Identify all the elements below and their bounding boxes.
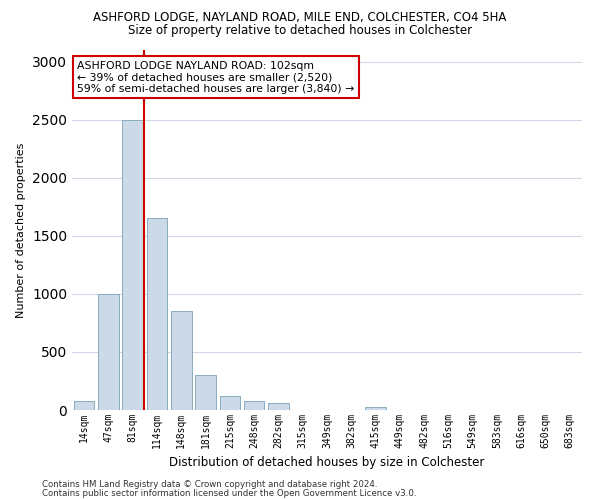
Bar — [146, 218, 167, 410]
Bar — [98, 294, 119, 410]
Text: ASHFORD LODGE, NAYLAND ROAD, MILE END, COLCHESTER, CO4 5HA: ASHFORD LODGE, NAYLAND ROAD, MILE END, C… — [94, 11, 506, 24]
Bar — [74, 402, 94, 410]
Y-axis label: Number of detached properties: Number of detached properties — [16, 142, 26, 318]
Text: Contains public sector information licensed under the Open Government Licence v3: Contains public sector information licen… — [42, 488, 416, 498]
Bar — [268, 403, 289, 410]
X-axis label: Distribution of detached houses by size in Colchester: Distribution of detached houses by size … — [169, 456, 485, 469]
Bar — [195, 375, 216, 410]
Bar — [365, 406, 386, 410]
Text: Size of property relative to detached houses in Colchester: Size of property relative to detached ho… — [128, 24, 472, 37]
Bar — [122, 120, 143, 410]
Text: Contains HM Land Registry data © Crown copyright and database right 2024.: Contains HM Land Registry data © Crown c… — [42, 480, 377, 489]
Bar — [244, 402, 265, 410]
Bar — [220, 396, 240, 410]
Text: ASHFORD LODGE NAYLAND ROAD: 102sqm
← 39% of detached houses are smaller (2,520)
: ASHFORD LODGE NAYLAND ROAD: 102sqm ← 39%… — [77, 61, 355, 94]
Bar — [171, 312, 191, 410]
